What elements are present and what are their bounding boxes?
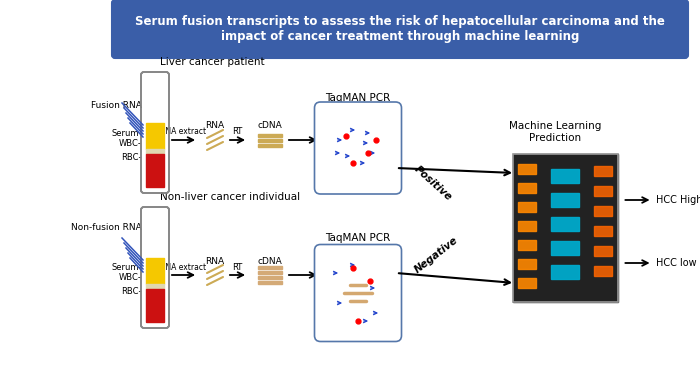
Bar [551, 169, 579, 183]
Text: RNA extract: RNA extract [160, 263, 206, 271]
Text: Fusion RNA: Fusion RNA [91, 101, 142, 109]
Text: HCC High risk: HCC High risk [655, 195, 700, 205]
Text: Negative: Negative [412, 235, 460, 275]
Text: Machine Learning
Prediction: Machine Learning Prediction [509, 121, 601, 143]
FancyBboxPatch shape [314, 102, 402, 194]
Bar [517, 164, 536, 174]
Text: HCC low risk: HCC low risk [655, 258, 700, 268]
Text: cDNA: cDNA [258, 257, 282, 265]
Text: RNA: RNA [205, 121, 225, 131]
Bar [517, 221, 536, 231]
Bar [258, 144, 282, 147]
Text: Non-liver cancer individual: Non-liver cancer individual [160, 192, 300, 202]
Text: WBC-: WBC- [119, 139, 142, 147]
Bar [551, 217, 579, 231]
Bar [594, 166, 612, 176]
Bar [258, 266, 282, 269]
Text: RNA extract: RNA extract [160, 127, 206, 136]
Text: RNA: RNA [205, 257, 225, 265]
Bar [517, 259, 536, 269]
Text: Serum-: Serum- [111, 129, 142, 137]
Bar [551, 193, 579, 207]
Bar [551, 241, 579, 255]
Bar [258, 139, 282, 141]
Bar [594, 186, 612, 196]
Bar [551, 265, 579, 279]
Text: WBC-: WBC- [119, 273, 142, 283]
Bar [146, 284, 164, 290]
Text: Liver cancer patient: Liver cancer patient [160, 57, 265, 67]
Text: cDNA: cDNA [258, 121, 282, 131]
Bar [258, 271, 282, 274]
Bar [146, 154, 164, 187]
Text: RBC-: RBC- [122, 288, 142, 296]
Bar [146, 258, 164, 284]
Bar [517, 240, 536, 250]
Bar [258, 134, 282, 136]
Text: TaqMAN PCR: TaqMAN PCR [326, 233, 391, 243]
Text: Non-fusion RNA: Non-fusion RNA [71, 223, 142, 232]
Text: TaqMAN PCR: TaqMAN PCR [326, 93, 391, 103]
Bar [517, 278, 536, 288]
Bar [594, 206, 612, 216]
FancyBboxPatch shape [141, 72, 169, 193]
Bar [146, 290, 164, 321]
FancyBboxPatch shape [314, 245, 402, 341]
Text: Serum fusion transcripts to assess the risk of hepatocellular carcinoma and the
: Serum fusion transcripts to assess the r… [135, 15, 665, 43]
Bar [146, 123, 164, 149]
Text: Positive: Positive [412, 164, 454, 202]
Bar [258, 281, 282, 284]
Bar [517, 202, 536, 212]
Text: RT: RT [232, 263, 243, 271]
Bar [594, 266, 612, 276]
Bar [512, 154, 617, 302]
Bar [512, 154, 617, 302]
Bar [594, 246, 612, 256]
Bar [517, 183, 536, 193]
Text: RT: RT [232, 127, 243, 136]
Bar [258, 276, 282, 279]
FancyBboxPatch shape [112, 0, 688, 58]
FancyBboxPatch shape [141, 207, 169, 328]
Text: Serum-: Serum- [111, 263, 142, 273]
Bar [146, 149, 164, 154]
Bar [594, 226, 612, 236]
Text: RBC-: RBC- [122, 152, 142, 162]
